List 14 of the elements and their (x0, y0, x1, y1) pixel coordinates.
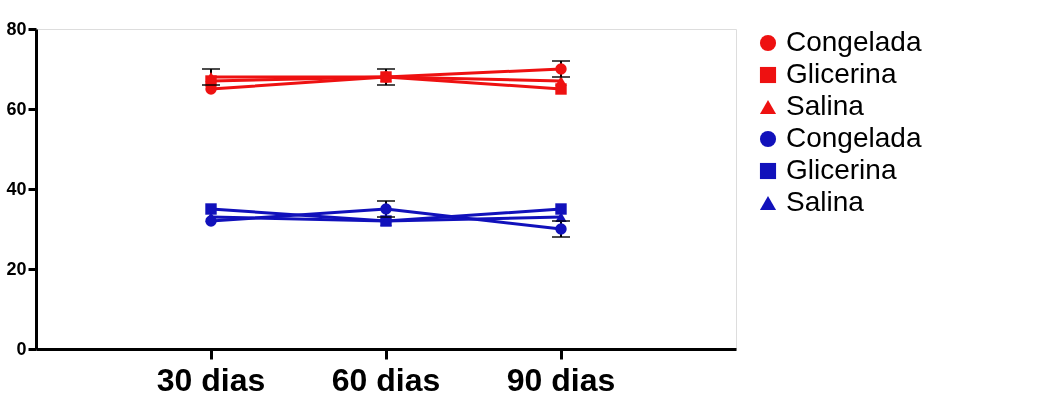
y-tick-label: 40 (6, 178, 27, 199)
legend-label: Congelada (786, 122, 922, 153)
y-tick-label: 20 (6, 258, 27, 279)
legend-label: Salina (786, 90, 865, 121)
legend-label: Congelada (786, 26, 922, 57)
legend-label: Glicerina (786, 58, 897, 89)
x-tick-label: 60 dias (331, 361, 441, 398)
legend-label: Glicerina (786, 154, 897, 185)
y-tick-label: 0 (16, 338, 27, 359)
legend-label: Salina (786, 186, 865, 217)
y-tick-label: 60 (6, 98, 27, 119)
x-tick-label: 30 dias (156, 361, 266, 398)
y-tick-label: 80 (6, 18, 27, 39)
x-tick-label: 90 dias (506, 361, 616, 398)
